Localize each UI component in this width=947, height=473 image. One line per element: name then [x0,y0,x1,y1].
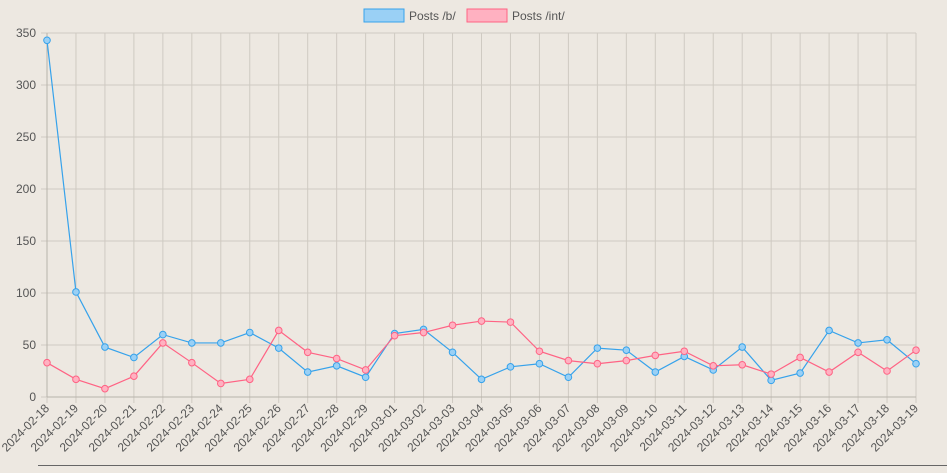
data-point[interactable] [72,375,80,384]
legend-swatch [466,8,508,23]
y-tick-label: 250 [16,130,36,144]
data-point[interactable] [188,358,196,367]
data-point[interactable] [217,379,225,388]
data-point[interactable] [217,339,225,347]
data-point[interactable] [245,375,254,384]
data-point[interactable] [912,359,920,368]
data-point[interactable] [188,339,196,347]
y-tick-label: 100 [16,286,36,300]
data-point[interactable] [448,321,457,330]
legend-item[interactable]: Posts /b/ [363,8,456,23]
data-point[interactable] [912,346,920,355]
data-point[interactable] [303,368,312,376]
data-point[interactable] [564,356,573,365]
data-point[interactable] [506,363,515,371]
y-tick-label: 150 [16,234,36,248]
data-point[interactable] [825,326,833,335]
legend: Posts /b/Posts /int/ [363,8,565,23]
grid [41,32,917,403]
data-point[interactable] [854,348,862,357]
data-point[interactable] [130,353,138,362]
data-point[interactable] [622,346,631,355]
y-tick-label: 50 [23,338,37,352]
data-point[interactable] [130,372,138,381]
data-point[interactable] [274,344,283,352]
data-point[interactable] [651,351,660,360]
data-point[interactable] [593,359,602,368]
data-point[interactable] [477,317,486,325]
data-point[interactable] [390,331,399,340]
data-point[interactable] [651,368,660,376]
data-point[interactable] [767,370,775,378]
data-point[interactable] [419,328,428,337]
data-point[interactable] [361,366,370,374]
data-point[interactable] [738,360,747,369]
data-point[interactable] [159,339,167,347]
data-point[interactable] [159,330,167,339]
legend-swatch [363,8,405,23]
data-point[interactable] [72,288,80,296]
data-point[interactable] [709,362,718,370]
data-point[interactable] [448,348,457,357]
series [43,36,920,393]
legend-label: Posts /b/ [409,9,456,23]
data-point[interactable] [854,339,862,347]
data-point[interactable] [564,373,573,382]
data-point[interactable] [622,356,631,365]
bottom-rule [38,465,947,466]
data-point[interactable] [883,336,891,344]
legend-item[interactable]: Posts /int/ [466,8,565,23]
y-tick-label: 300 [16,78,36,92]
data-point[interactable] [825,368,833,376]
y-tick-label: 350 [16,26,36,40]
data-point[interactable] [883,367,891,375]
data-point[interactable] [43,358,51,367]
data-point[interactable] [332,362,341,370]
data-point[interactable] [796,369,804,377]
legend-label: Posts /int/ [512,9,565,23]
data-point[interactable] [535,347,544,356]
data-point[interactable] [361,373,370,382]
data-point[interactable] [767,376,775,385]
data-point[interactable] [274,326,283,335]
data-point[interactable] [738,343,747,351]
data-point[interactable] [535,359,544,368]
data-point[interactable] [506,318,515,326]
y-tick-label: 0 [29,390,36,404]
data-point[interactable] [101,343,109,351]
data-point[interactable] [101,384,109,393]
y-tick-label: 200 [16,182,36,196]
data-point[interactable] [332,354,341,363]
data-point[interactable] [796,353,804,362]
data-point[interactable] [680,347,689,356]
data-point[interactable] [593,344,602,352]
data-point[interactable] [43,36,51,45]
data-point[interactable] [245,328,254,337]
data-point[interactable] [477,375,486,384]
axes: 0501001502002503003502024-02-182024-02-1… [0,26,921,455]
data-point[interactable] [303,348,312,357]
